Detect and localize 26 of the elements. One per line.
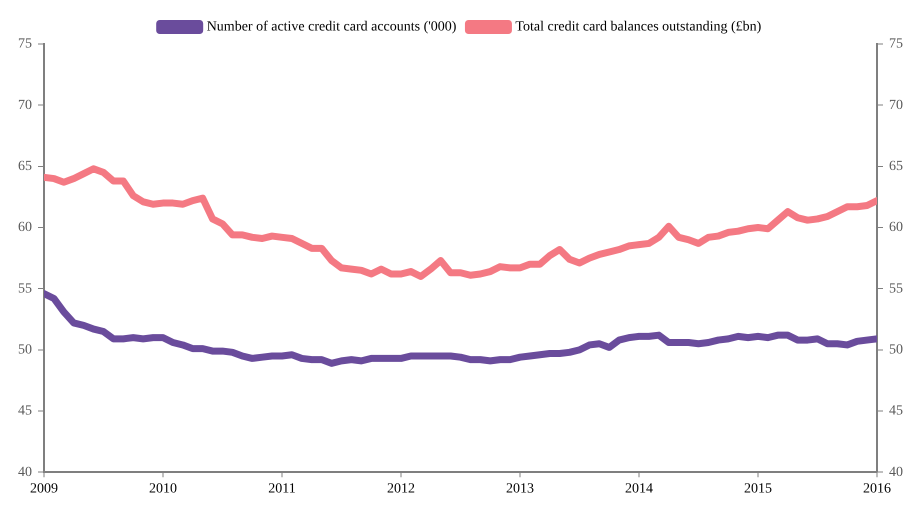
x-tick-label: 2015 (744, 481, 772, 496)
x-tick-label: 2014 (625, 481, 653, 496)
y2-tick-label: 45 (889, 404, 903, 419)
x-tick-label: 2012 (387, 481, 415, 496)
y-tick-label: 45 (18, 404, 32, 419)
y-tick-label: 70 (18, 98, 32, 113)
y-tick-label: 75 (18, 36, 32, 52)
y2-tick-label: 65 (889, 159, 903, 174)
y-tick-label: 60 (18, 220, 32, 236)
y2-tick-label: 50 (889, 342, 903, 358)
y2-tick-label: 55 (889, 281, 903, 296)
x-tick-label: 2016 (863, 481, 891, 496)
y-tick-label: 50 (18, 342, 32, 358)
x-tick-label: 2009 (30, 481, 58, 496)
x-tick-label: 2010 (149, 481, 177, 496)
x-tick-label: 2011 (268, 481, 296, 496)
y2-tick-label: 75 (889, 36, 903, 52)
x-tick-label: 2013 (506, 481, 534, 496)
y-tick-label: 55 (18, 281, 32, 296)
legend-label: Number of active credit card accounts ('000) (206, 20, 457, 35)
y2-tick-label: 60 (889, 220, 903, 236)
y2-tick-label: 40 (889, 464, 903, 480)
legend-label: Total credit card balances outstanding (£bn) (515, 20, 762, 35)
y-tick-label: 40 (18, 464, 32, 480)
y-tick-label: 65 (18, 159, 32, 174)
y2-tick-label: 70 (889, 98, 903, 113)
